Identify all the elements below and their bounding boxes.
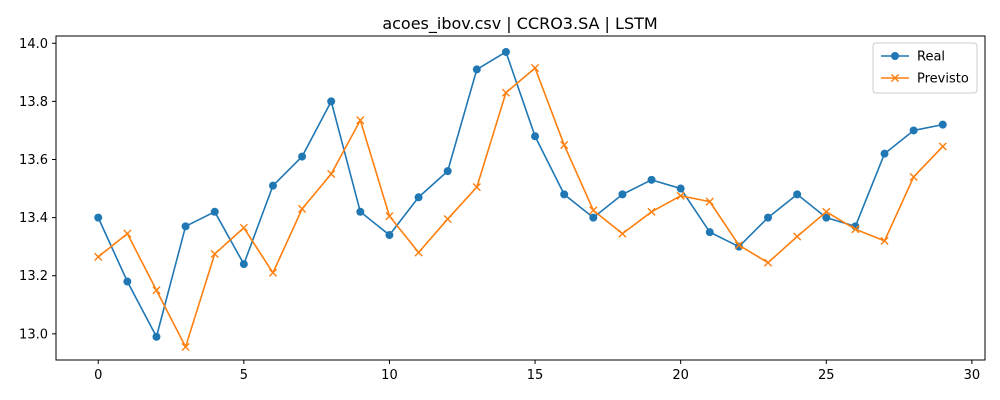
- data-point: [880, 236, 889, 245]
- y-tick-label: 13.0: [19, 327, 48, 342]
- data-point: [589, 206, 598, 215]
- legend-label: Real: [917, 50, 945, 65]
- data-point: [705, 228, 714, 237]
- data-point: [647, 175, 656, 184]
- legend-marker: [890, 73, 900, 83]
- data-point: [909, 172, 918, 182]
- data-point: [443, 167, 452, 176]
- data-point: [501, 88, 511, 97]
- data-point: [268, 181, 277, 190]
- data-point: [298, 152, 307, 161]
- data-point: [734, 241, 744, 250]
- data-point: [297, 204, 307, 213]
- data-point: [443, 214, 452, 224]
- data-point: [531, 132, 540, 141]
- data-point: [647, 207, 656, 216]
- data-point: [472, 65, 481, 74]
- data-point: [123, 229, 132, 238]
- y-tick-label: 14.0: [19, 37, 48, 52]
- y-tick-label: 13.6: [19, 153, 48, 168]
- data-point: [210, 207, 219, 216]
- data-point: [152, 286, 161, 295]
- x-tick-label: 30: [964, 368, 981, 383]
- plot-series: [94, 47, 947, 352]
- data-point: [589, 213, 598, 222]
- x-tick-label: 20: [672, 368, 689, 383]
- y-tick-label: 13.4: [19, 211, 48, 226]
- series-previsto: [94, 63, 947, 352]
- data-point: [618, 190, 627, 199]
- series-real: [94, 47, 947, 341]
- data-point: [501, 47, 510, 56]
- x-tick-label: 10: [381, 368, 398, 383]
- data-point: [385, 231, 394, 240]
- data-point: [385, 212, 394, 221]
- data-point: [676, 191, 685, 200]
- data-point: [94, 213, 103, 222]
- data-point: [676, 184, 685, 193]
- data-point: [530, 63, 540, 73]
- data-point: [356, 116, 365, 125]
- x-tick-label: 15: [527, 368, 544, 383]
- x-tick-label: 0: [94, 368, 102, 383]
- data-point: [822, 213, 831, 222]
- data-point: [414, 193, 423, 202]
- data-point: [880, 149, 889, 158]
- data-point: [763, 258, 773, 267]
- data-point: [851, 225, 860, 234]
- legend-entry-real: Real: [881, 50, 945, 65]
- plot-frame: [55, 35, 986, 361]
- axes: 0 5 10 15 20 25 30 13.0 13.2 13.4 13.6 13.8 14.0: [19, 35, 986, 383]
- legend-label: Previsto: [917, 72, 969, 87]
- x-tick-label: 5: [240, 368, 248, 383]
- data-point: [181, 342, 190, 352]
- chart-title: acoes_ibov.csv | CCRO3.SA | LSTM: [382, 14, 657, 34]
- data-point: [705, 197, 714, 206]
- x-tick-label: 25: [818, 368, 835, 383]
- y-tick-label: 13.8: [19, 95, 48, 110]
- data-point: [793, 190, 802, 199]
- legend-marker: [891, 52, 899, 60]
- data-point: [938, 120, 947, 129]
- series-line: [97, 67, 944, 348]
- legend: Real Previsto: [872, 42, 978, 94]
- data-point: [793, 232, 802, 241]
- data-point: [822, 207, 831, 216]
- data-point: [123, 277, 132, 286]
- data-point: [764, 213, 773, 222]
- data-point: [268, 268, 278, 277]
- data-point: [618, 229, 627, 238]
- y-tick-label: 13.2: [19, 269, 48, 284]
- data-point: [239, 223, 248, 232]
- data-point: [152, 332, 161, 341]
- data-point: [414, 248, 423, 257]
- data-point: [560, 140, 569, 150]
- data-point: [356, 207, 365, 216]
- data-point: [181, 222, 190, 231]
- data-point: [938, 142, 947, 151]
- data-point: [210, 249, 219, 259]
- legend-entry-previsto: Previsto: [881, 72, 969, 87]
- data-point: [472, 183, 481, 192]
- data-point: [560, 190, 569, 199]
- data-point: [327, 97, 336, 106]
- data-point: [239, 260, 248, 269]
- data-point: [327, 169, 336, 179]
- data-point: [734, 242, 743, 251]
- data-point: [909, 126, 918, 135]
- data-point: [94, 252, 103, 261]
- series-line: [97, 51, 943, 338]
